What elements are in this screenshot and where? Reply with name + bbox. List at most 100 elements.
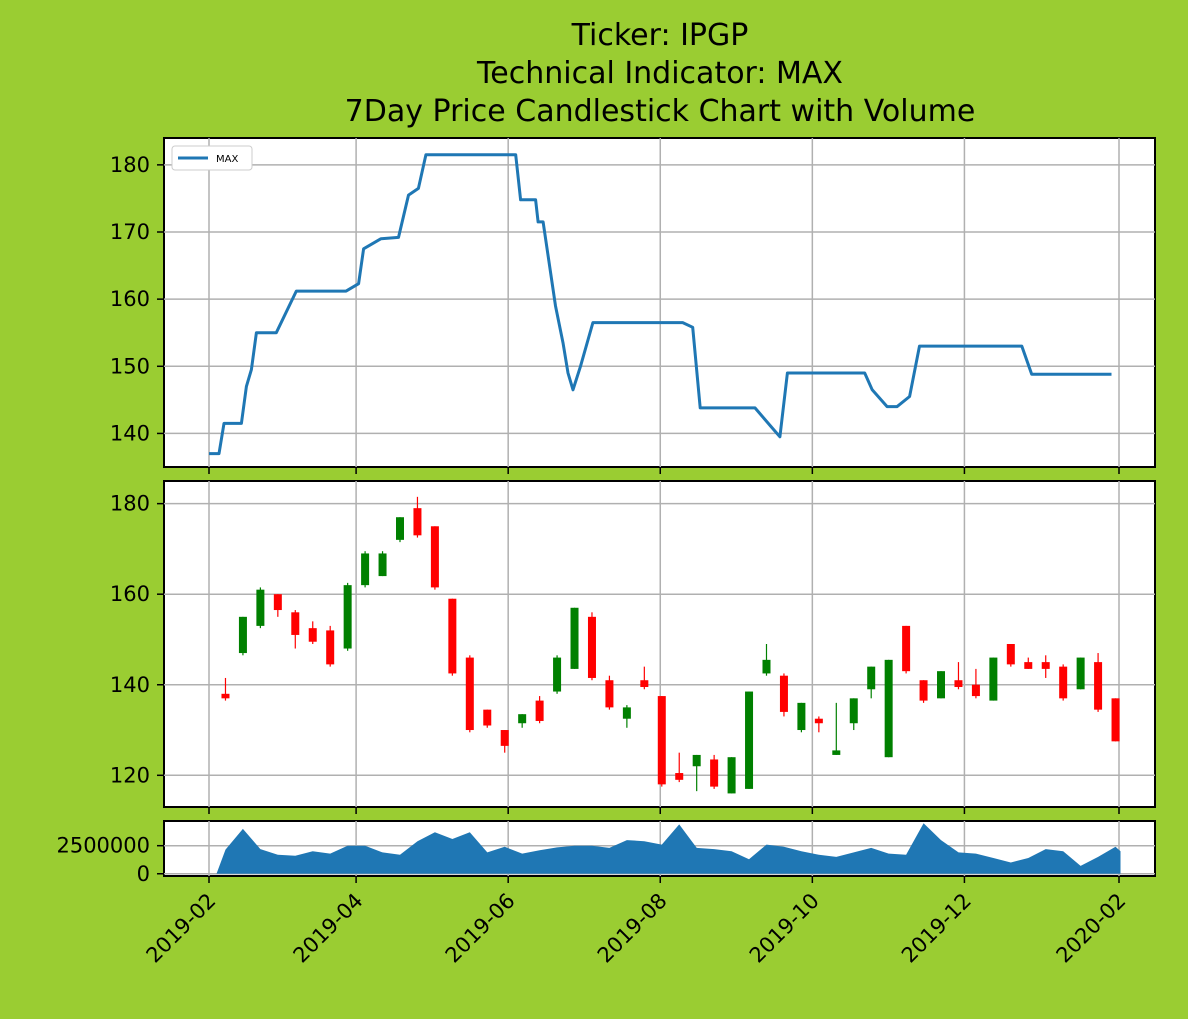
y-tick-label: 150: [110, 354, 150, 378]
candle-body: [971, 684, 980, 697]
candle: [971, 668, 980, 699]
candle: [518, 714, 527, 728]
candle-body: [587, 616, 596, 678]
candle: [1024, 657, 1033, 669]
candle: [273, 594, 282, 617]
candle-body: [710, 759, 719, 787]
candle: [605, 675, 614, 710]
candle-body: [954, 680, 963, 688]
candle: [814, 716, 823, 733]
candle: [884, 659, 893, 758]
candle: [587, 612, 596, 681]
candle-body: [640, 680, 649, 688]
candle: [657, 696, 666, 787]
candle-body: [1111, 698, 1120, 742]
candle: [413, 496, 422, 538]
candle: [396, 517, 404, 543]
candle-body: [989, 657, 998, 701]
candle: [797, 702, 806, 733]
candle-body: [396, 517, 404, 540]
candle-body: [1059, 666, 1068, 699]
candle: [692, 754, 701, 792]
candle: [622, 705, 631, 728]
candle-body: [430, 526, 439, 588]
candle-body: [465, 657, 474, 731]
candle-body: [308, 628, 317, 642]
y-tick-label: 2500000: [56, 834, 150, 858]
candle: [221, 677, 230, 701]
volume-area: [216, 823, 1121, 874]
indicator-panel-frame: [163, 137, 1156, 468]
candle-body: [326, 630, 335, 665]
candle: [535, 696, 544, 724]
candle: [919, 680, 928, 703]
candle: [1111, 698, 1120, 742]
candle: [430, 526, 439, 590]
candle-y-axis: 120 140 160 180: [110, 492, 164, 787]
candle: [779, 673, 788, 717]
candle: [1094, 653, 1103, 712]
candle: [1041, 655, 1050, 678]
candle: [675, 752, 684, 783]
candle-body: [1006, 644, 1015, 665]
y-tick-label: 0: [137, 862, 150, 886]
candle-body: [884, 659, 893, 758]
legend-label: MAX: [216, 154, 238, 165]
chart-title: Ticker: IPGP Technical Indicator: MAX 7D…: [345, 18, 976, 129]
indicator-grid: [164, 138, 1155, 467]
legend-box: [171, 145, 253, 171]
candle: [238, 616, 247, 656]
candle-body: [570, 607, 579, 669]
candle-body: [1094, 662, 1103, 710]
candle-body: [378, 553, 387, 577]
y-tick-label: 120: [110, 763, 150, 787]
candle-x-ticks: [208, 807, 1120, 814]
candle-body: [762, 659, 771, 674]
candle: [465, 655, 474, 733]
candle-body: [692, 754, 701, 767]
candle-marks: [221, 496, 1120, 794]
x-tick-label: 2019-12: [897, 889, 976, 968]
x-tick-label: 2019-06: [441, 889, 520, 968]
indicator-y-axis: 140 150 160 170 180: [110, 153, 164, 445]
candle-body: [221, 693, 230, 699]
candle-body: [797, 702, 806, 731]
x-tick-label: 2020-02: [1052, 889, 1131, 968]
candle: [727, 757, 736, 794]
y-tick-label: 160: [110, 287, 150, 311]
candle: [361, 551, 370, 588]
indicator-x-ticks: [208, 467, 1120, 474]
candle: [937, 671, 946, 699]
candle: [308, 621, 317, 644]
candle-body: [273, 594, 282, 611]
candle-body: [1041, 662, 1050, 669]
x-tick-label: 2019-02: [142, 889, 221, 968]
candle-body: [535, 700, 544, 721]
candle-panel: 120 140 160 180: [110, 480, 1156, 814]
y-tick-label: 170: [110, 220, 150, 244]
candle-body: [343, 585, 352, 649]
indicator-panel: 140 150 160 170 180 MAX: [110, 137, 1156, 474]
max-indicator-line: [209, 153, 1112, 456]
candle: [1006, 644, 1015, 667]
candle: [553, 655, 562, 694]
candle-body: [814, 718, 823, 724]
candle-body: [832, 750, 841, 755]
candle-body: [448, 598, 457, 674]
candle-body: [605, 680, 614, 708]
candle: [291, 610, 300, 649]
volume-y-axis: 0 2500000: [56, 834, 164, 886]
candle: [762, 644, 771, 676]
candle-body: [291, 612, 300, 635]
candle: [326, 625, 335, 667]
title-line-2: Technical Indicator: MAX: [476, 56, 843, 91]
y-tick-label: 140: [110, 421, 150, 445]
candle: [867, 666, 876, 699]
candle: [1059, 664, 1068, 701]
indicator-legend: MAX: [171, 145, 253, 171]
candle-body: [849, 698, 858, 724]
title-line-1: Ticker: IPGP: [571, 18, 749, 53]
candle-body: [622, 707, 631, 719]
